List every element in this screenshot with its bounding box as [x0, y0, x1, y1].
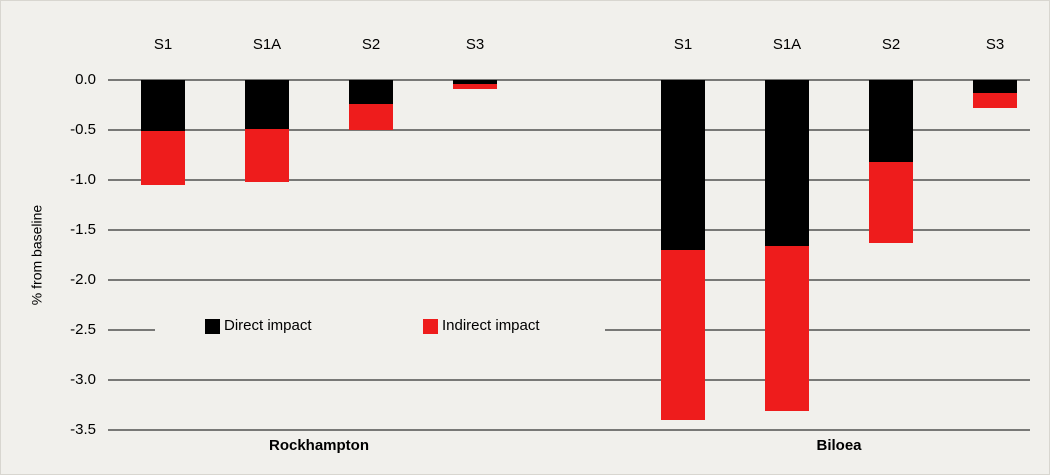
y-tick-label: -1.5 [70, 221, 96, 238]
legend-label: Direct impact [224, 317, 312, 334]
category-label: S3 [986, 36, 1004, 53]
legend-swatch [205, 319, 220, 334]
legend-label: Indirect impact [442, 317, 540, 334]
category-label: S1 [674, 36, 692, 53]
bar [141, 80, 185, 131]
bar [453, 84, 497, 89]
bar [245, 129, 289, 182]
y-tick-label: -1.0 [70, 171, 96, 188]
bar [765, 246, 809, 411]
category-label: S1A [773, 36, 801, 53]
category-label: S3 [466, 36, 484, 53]
bar [765, 80, 809, 246]
bar [661, 250, 705, 420]
group-label: Rockhampton [269, 437, 369, 454]
y-tick-label: 0.0 [75, 71, 96, 88]
category-label: S1A [253, 36, 281, 53]
legend-background [155, 312, 605, 340]
y-tick-label: -3.0 [70, 371, 96, 388]
y-tick-label: -3.5 [70, 421, 96, 438]
y-tick-label: -0.5 [70, 121, 96, 138]
bar [349, 104, 393, 130]
bar [245, 80, 289, 129]
bar [453, 80, 497, 84]
group-label: Biloea [816, 437, 862, 454]
category-label: S1 [154, 36, 172, 53]
bar [973, 80, 1017, 93]
bar [661, 80, 705, 250]
y-tick-label: -2.5 [70, 321, 96, 338]
bar [869, 80, 913, 162]
bar [141, 131, 185, 185]
y-tick-label: -2.0 [70, 271, 96, 288]
legend-swatch [423, 319, 438, 334]
y-axis-label: % from baseline [29, 205, 45, 306]
category-label: S2 [362, 36, 380, 53]
category-label: S2 [882, 36, 900, 53]
bar [869, 162, 913, 243]
bar [973, 93, 1017, 108]
bar [349, 80, 393, 104]
